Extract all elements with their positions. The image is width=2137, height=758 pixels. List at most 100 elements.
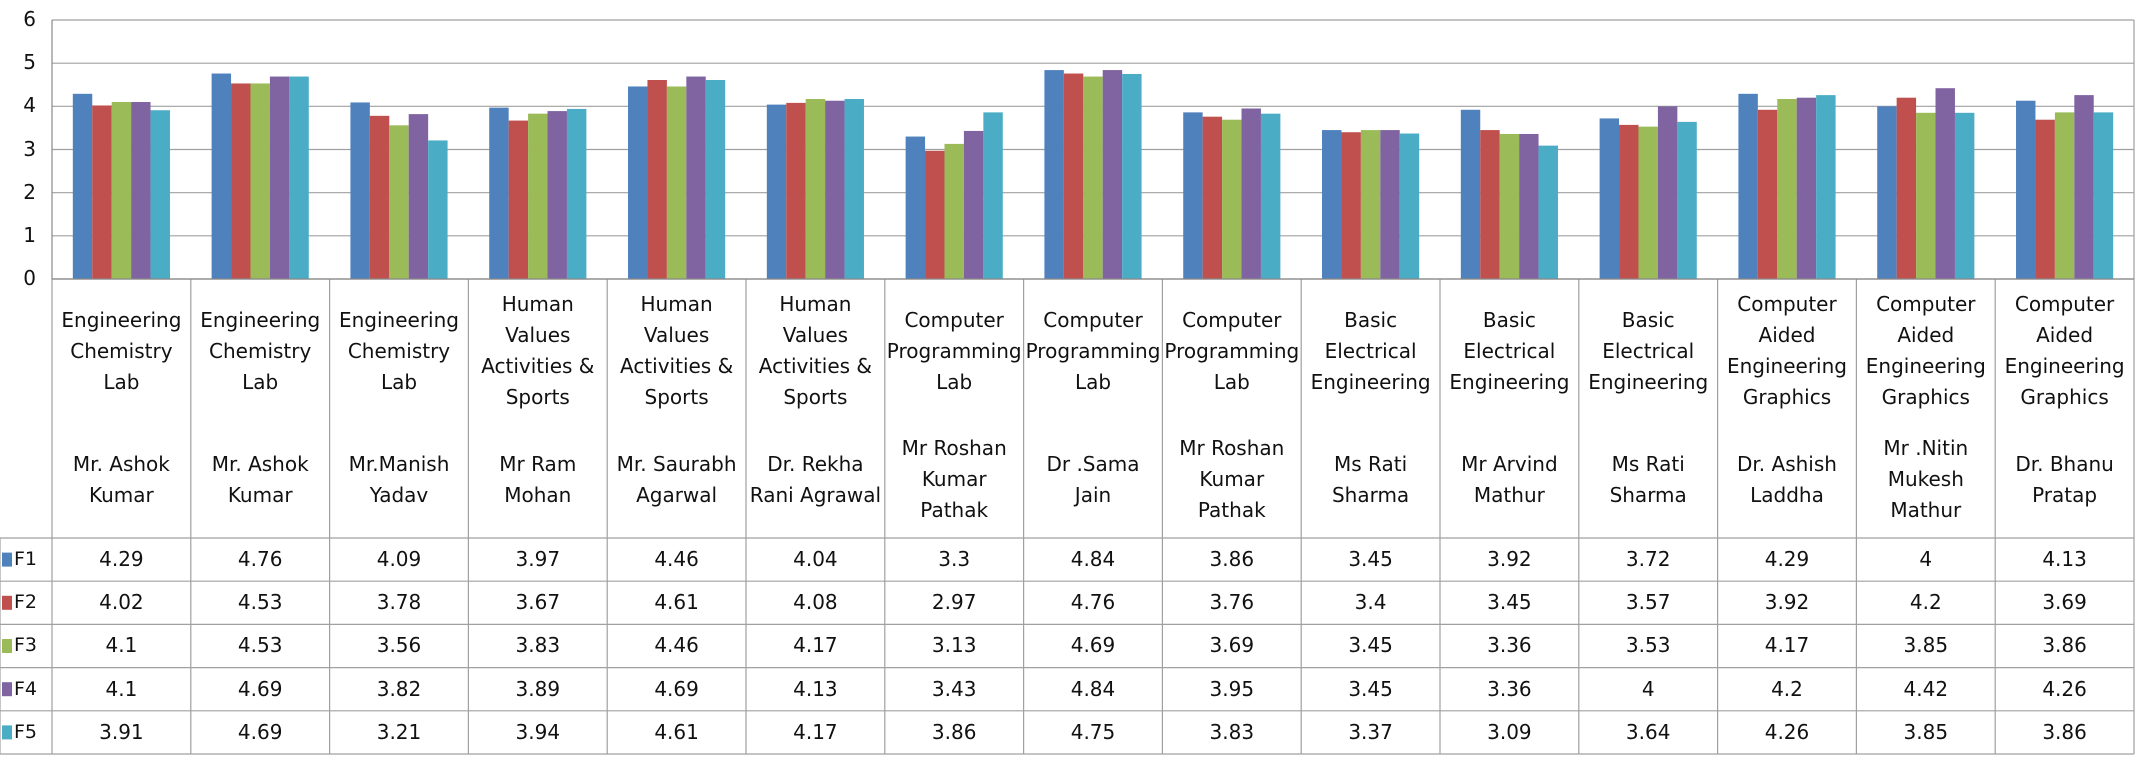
bar — [1241, 108, 1261, 279]
legend-label: F5 — [14, 720, 38, 743]
category-teacher: Dr. Bhanu Pratap — [2015, 451, 2114, 507]
bar — [1044, 70, 1064, 279]
bar — [1877, 106, 1897, 279]
table-value: 4.17 — [793, 719, 838, 744]
table-value: 3.78 — [376, 590, 422, 615]
y-tick-label: 4 — [23, 93, 36, 118]
bar — [289, 76, 309, 279]
bar — [1480, 130, 1500, 279]
category-course: Basic Electrical Engineering — [1310, 307, 1431, 394]
category-teacher: Mr Arvind Mathur — [1461, 451, 1558, 507]
table-value: 4 — [1641, 676, 1655, 701]
bar — [1954, 112, 1975, 279]
bar — [1380, 130, 1400, 279]
bar — [1083, 76, 1103, 279]
table-value: 3.72 — [1625, 547, 1671, 572]
bar — [1619, 124, 1639, 280]
y-tick-label: 2 — [23, 179, 36, 204]
table-value: 4.53 — [237, 590, 283, 615]
table-value: 3.97 — [515, 547, 561, 572]
category-teacher: Dr. Rekha Rani Agrawal — [749, 451, 882, 507]
bar — [1677, 121, 1697, 279]
table-value: 3.92 — [1764, 590, 1810, 615]
table-value: 3.94 — [515, 719, 561, 744]
table-value: 4.69 — [1070, 633, 1116, 658]
bar — [547, 111, 567, 279]
table-value: 3.43 — [931, 676, 977, 701]
bar — [1222, 119, 1242, 279]
table-value: 4.61 — [654, 590, 699, 615]
legend-label: F4 — [14, 677, 38, 700]
bar — [1341, 132, 1361, 279]
table-value: 4.84 — [1070, 676, 1116, 701]
table-value: 3.09 — [1487, 719, 1532, 744]
bar — [2016, 100, 2036, 279]
category-teacher: Dr. Ashish Laddha — [1737, 451, 1837, 507]
bar — [786, 102, 806, 279]
bar — [250, 83, 270, 279]
bar — [1638, 126, 1658, 279]
table-value: 4.46 — [654, 547, 699, 572]
table-value: 3.36 — [1487, 676, 1532, 701]
bar — [528, 113, 548, 280]
bar — [2074, 95, 2094, 279]
category-teacher: Mr. Ashok Kumar — [72, 451, 170, 507]
bar — [508, 120, 529, 279]
table-value: 3.37 — [1348, 719, 1393, 744]
table-value: 3.45 — [1348, 676, 1393, 701]
bar — [211, 73, 232, 279]
bar — [1757, 109, 1778, 279]
table-value: 4.42 — [1903, 676, 1949, 701]
bar — [2093, 112, 2114, 279]
bar — [408, 114, 429, 279]
table-value: 3.56 — [376, 633, 422, 658]
table-value: 3.85 — [1903, 633, 1949, 658]
table-value: 4.69 — [237, 676, 283, 701]
legend-key — [2, 639, 12, 653]
category-teacher: Mr Roshan Kumar Pathak — [901, 436, 1007, 522]
bar — [1360, 130, 1381, 279]
table-value: 4.29 — [99, 547, 144, 572]
y-tick-label: 3 — [23, 136, 36, 161]
table-value: 3.83 — [1209, 719, 1255, 744]
category-teacher: Dr .Sama Jain — [1046, 451, 1140, 507]
category-course: Computer Aided Engineering Graphics — [1865, 292, 1986, 409]
bar — [647, 80, 667, 279]
table-value: 3.36 — [1487, 633, 1532, 658]
table-value: 4.09 — [376, 547, 422, 572]
bar — [1657, 106, 1678, 279]
table-value: 3.69 — [2042, 590, 2087, 615]
bar — [150, 110, 170, 280]
category-course: Engineering Chemistry Lab — [200, 307, 321, 394]
table-value: 4.69 — [654, 676, 699, 701]
legend-label: F3 — [14, 634, 38, 657]
bar — [805, 98, 826, 280]
category-teacher: Ms Rati Sharma — [1609, 451, 1687, 507]
legend-key — [2, 725, 12, 740]
table-value: 3.53 — [1625, 633, 1671, 658]
legend-key — [2, 552, 12, 567]
category-teacher: Mr. Saurabh Agarwal — [616, 451, 737, 507]
table-value: 4.13 — [2042, 547, 2087, 572]
table-value: 3.45 — [1348, 547, 1393, 572]
table-value: 4.08 — [793, 590, 838, 615]
bar — [1260, 113, 1281, 280]
bar — [686, 76, 706, 279]
table-value: 4.76 — [237, 547, 283, 572]
bar — [1896, 97, 1917, 279]
bar — [1599, 118, 1620, 279]
table-value: 3.45 — [1487, 590, 1532, 615]
table-value: 3.86 — [931, 719, 977, 744]
legend-label: F2 — [14, 591, 38, 614]
bar — [131, 102, 151, 280]
table-value: 3.83 — [515, 633, 561, 658]
table-value: 4.26 — [2042, 676, 2087, 701]
table-value: 3.91 — [99, 719, 144, 744]
bar — [1399, 133, 1420, 279]
bar — [1460, 109, 1481, 279]
bar — [111, 102, 132, 280]
table-value: 4.69 — [237, 719, 283, 744]
table-value: 4.04 — [793, 547, 838, 572]
table-value: 4 — [1919, 547, 1933, 572]
